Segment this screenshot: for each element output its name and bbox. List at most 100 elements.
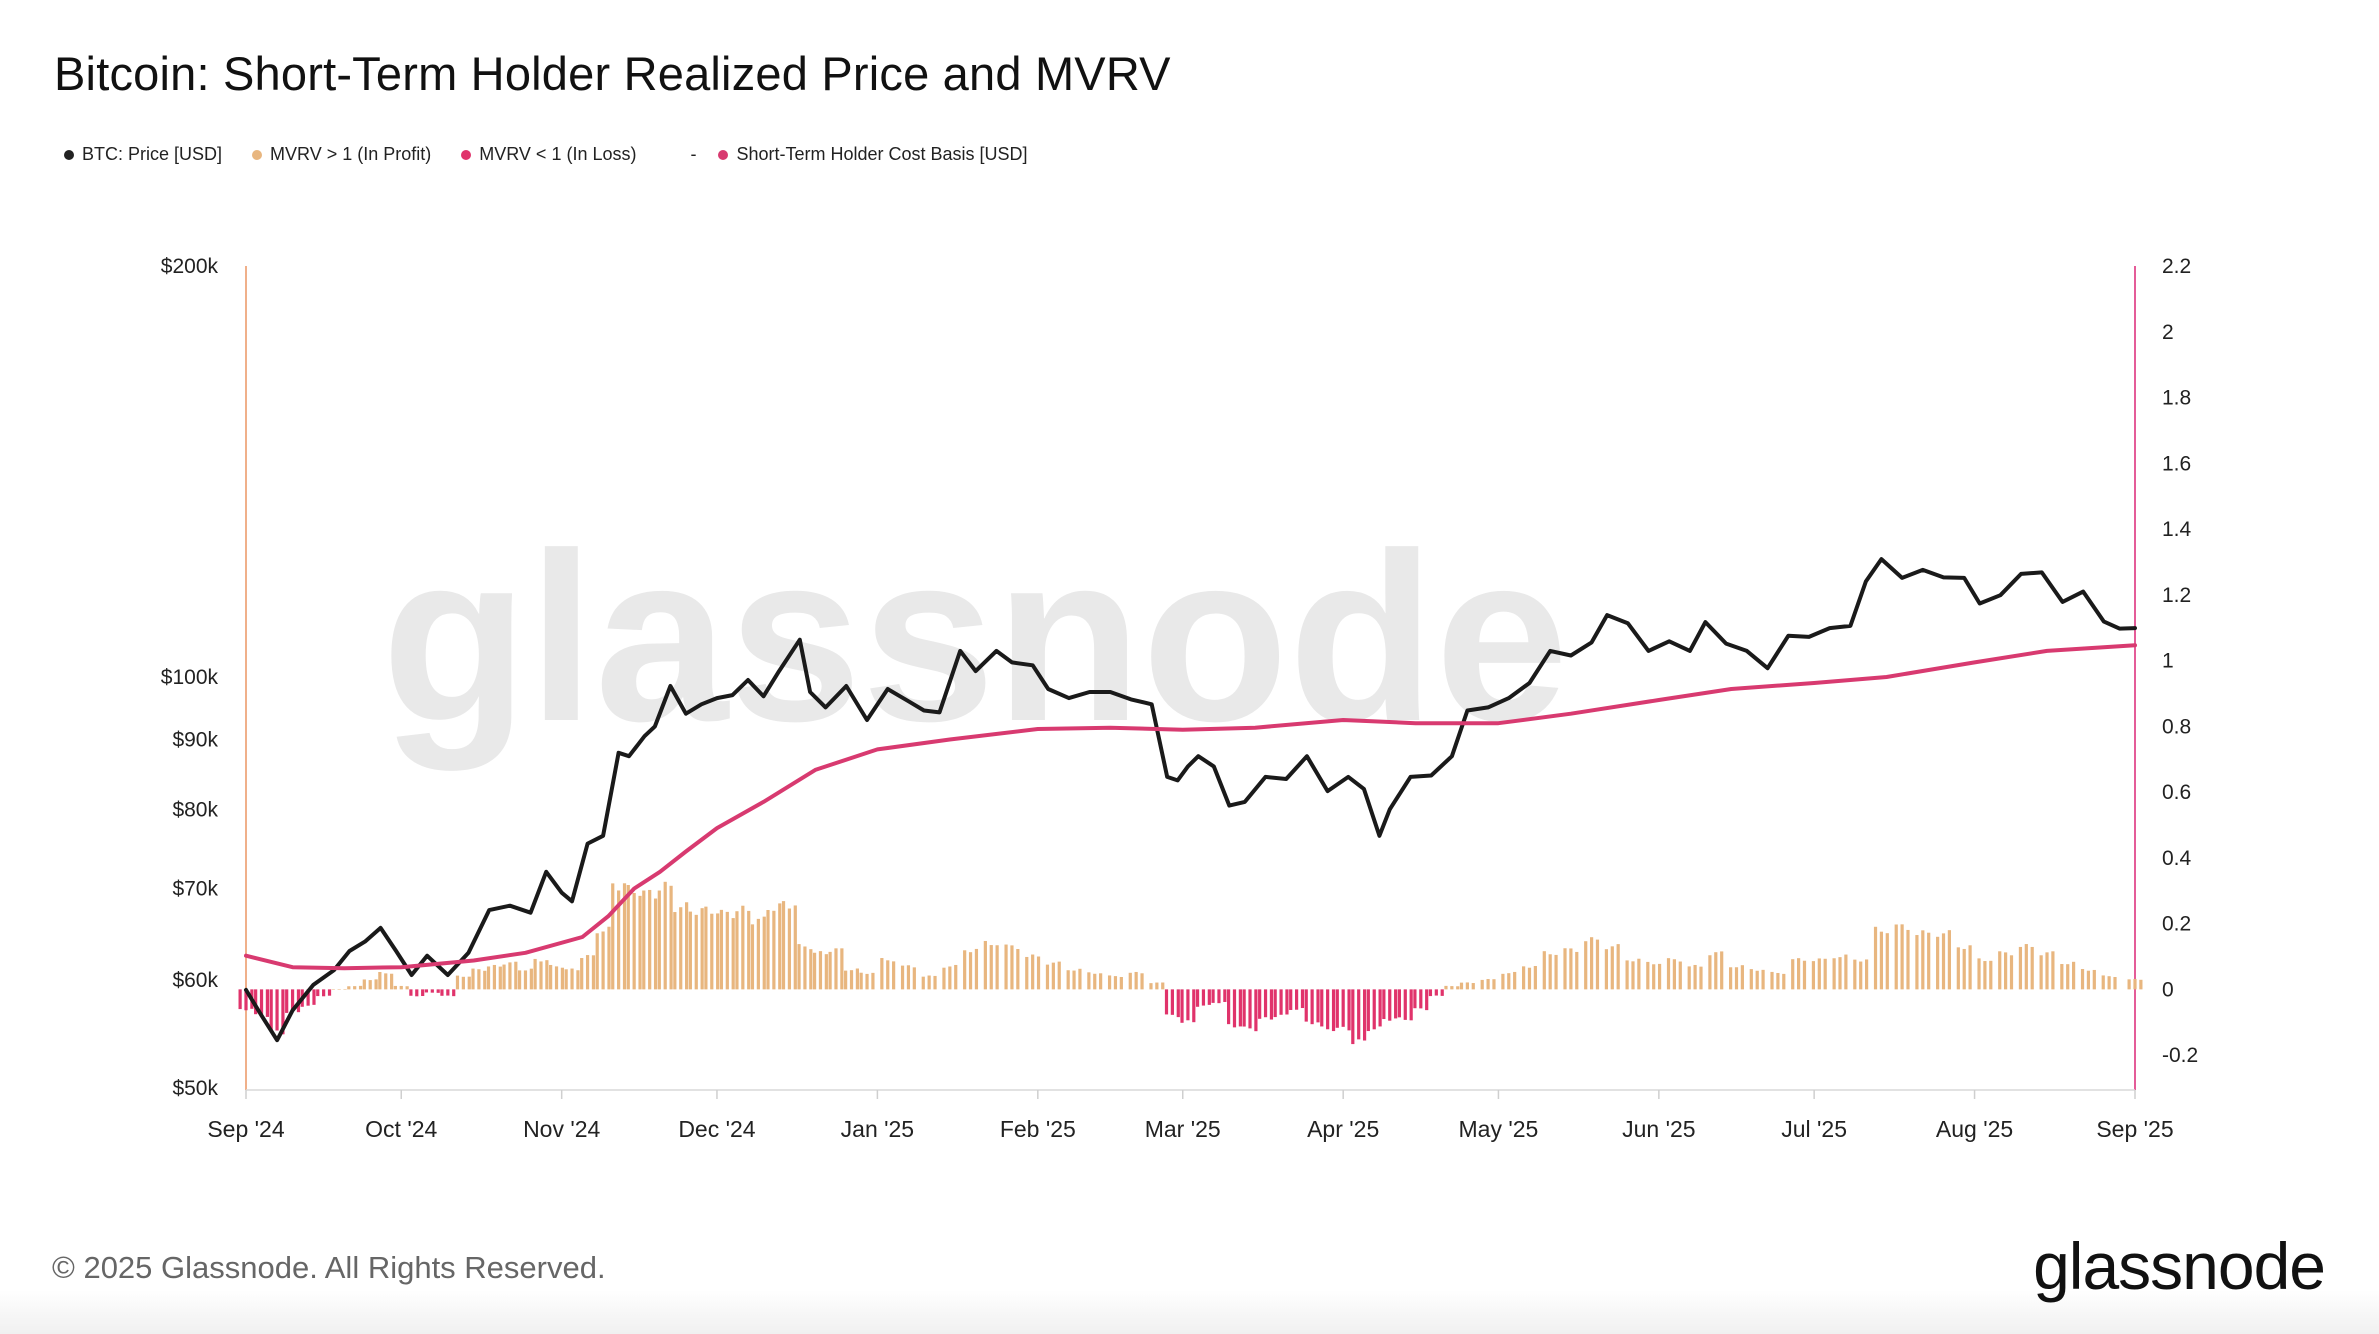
mvrv-bar xyxy=(290,989,295,1012)
mvrv-bar xyxy=(2086,970,2091,990)
mvrv-bar xyxy=(1279,989,1283,1015)
mvrv-bar xyxy=(844,970,848,990)
mvrv-bar xyxy=(840,948,844,990)
mvrv-bar xyxy=(731,918,735,990)
mvrv-bar xyxy=(1238,989,1242,1027)
mvrv-bar xyxy=(989,945,993,990)
x-tick-label: Jun '25 xyxy=(1622,1116,1695,1142)
mvrv-bar xyxy=(452,989,456,997)
mvrv-bar xyxy=(1936,936,1940,990)
mvrv-bar xyxy=(560,967,565,990)
mvrv-bar xyxy=(1844,954,1848,990)
legend-item-btc-price[interactable]: BTC: Price [USD] xyxy=(64,144,222,165)
y-right-tick-label: 1.8 xyxy=(2162,387,2191,410)
legend-item-sth-cost-basis[interactable]: Short-Term Holder Cost Basis [USD] xyxy=(718,144,1028,165)
mvrv-bar xyxy=(353,986,357,990)
mvrv-bar xyxy=(1263,989,1268,1018)
mvrv-bar xyxy=(2066,964,2070,990)
mvrv-bar xyxy=(1409,989,1413,1021)
mvrv-bar xyxy=(812,952,817,990)
mvrv-bar xyxy=(865,973,869,990)
mvrv-bar xyxy=(2051,951,2055,990)
mvrv-bar xyxy=(694,914,698,990)
mvrv-bar xyxy=(1616,944,1620,990)
mvrv-bar xyxy=(1879,931,1884,990)
mvrv-bar xyxy=(1770,971,1774,990)
mvrv-bar xyxy=(1258,989,1262,1019)
mvrv-bar xyxy=(1217,989,1221,1004)
mvrv-bar xyxy=(1575,951,1579,990)
mvrv-bar xyxy=(1113,976,1118,990)
mvrv-bar xyxy=(517,970,522,990)
y-right-tick-label: -0.2 xyxy=(2162,1044,2198,1067)
mvrv-bar xyxy=(1341,989,1345,1027)
mvrv-bar xyxy=(1010,945,1014,990)
mvrv-bar xyxy=(461,976,465,990)
mvrv-bar xyxy=(756,918,760,990)
mvrv-bar xyxy=(1394,989,1398,1019)
mvrv-bar xyxy=(1501,973,1505,990)
mvrv-bar xyxy=(424,989,429,993)
mvrv-bar xyxy=(1066,970,1070,990)
mvrv-bar xyxy=(632,892,636,990)
mvrv-bar xyxy=(477,969,481,990)
mvrv-bar xyxy=(390,973,394,990)
mvrv-bar xyxy=(576,970,580,990)
legend-item-mvrv-profit[interactable]: MVRV > 1 (In Profit) xyxy=(252,144,431,165)
mvrv-bar xyxy=(1192,989,1196,1023)
mvrv-bar xyxy=(855,968,859,990)
mvrv-bar xyxy=(892,961,896,990)
mvrv-bar xyxy=(1161,982,1165,990)
mvrv-bar xyxy=(265,989,270,1017)
mvrv-bar xyxy=(1921,930,1925,990)
mvrv-bar xyxy=(1968,945,1972,990)
watermark: glassnode xyxy=(382,503,1569,771)
mvrv-bar xyxy=(1832,958,1836,990)
mvrv-bar xyxy=(580,958,584,990)
mvrv-bar xyxy=(793,905,797,990)
mvrv-bar xyxy=(1631,961,1635,990)
mvrv-bar xyxy=(436,989,440,993)
legend-item-mvrv-loss[interactable]: MVRV < 1 (In Loss) xyxy=(461,144,636,165)
mvrv-bar xyxy=(921,976,925,990)
mvrv-bar xyxy=(312,989,316,1005)
x-tick-label: Jul '25 xyxy=(1781,1116,1847,1142)
mvrv-bar xyxy=(1269,989,1274,1020)
mvrv-bar xyxy=(409,989,413,996)
mvrv-bar xyxy=(859,972,863,990)
mvrv-bar xyxy=(1227,989,1231,1025)
mvrv-bar xyxy=(254,989,258,1015)
mvrv-bar xyxy=(244,989,248,1011)
mvrv-bar xyxy=(322,989,326,997)
mvrv-bar xyxy=(1873,926,1878,990)
y-left-tick-label: $80k xyxy=(172,798,218,821)
mvrv-bar xyxy=(1548,954,1552,990)
mvrv-bar xyxy=(523,970,528,990)
mvrv-bar xyxy=(368,980,372,990)
mvrv-bar xyxy=(2107,976,2111,990)
mvrv-bar xyxy=(1099,973,1103,990)
brand-logo[interactable]: glassnode xyxy=(2033,1229,2326,1303)
mvrv-bar xyxy=(486,966,491,990)
legend-dot-icon xyxy=(461,149,472,160)
mvrv-bar xyxy=(1977,958,1981,990)
mvrv-bar xyxy=(2113,976,2117,990)
mvrv-bar xyxy=(1817,958,1821,990)
mvrv-bar xyxy=(1589,937,1594,990)
x-tick-label: May '25 xyxy=(1459,1116,1539,1142)
mvrv-bar xyxy=(1776,972,1780,990)
mvrv-bar xyxy=(1057,961,1061,990)
mvrv-bar xyxy=(1357,989,1361,1040)
mvrv-bar xyxy=(1729,967,1733,990)
mvrv-bar xyxy=(1998,951,2002,990)
mvrv-bar xyxy=(529,968,533,990)
mvrv-bar xyxy=(1513,971,1517,990)
mvrv-bar xyxy=(1176,989,1180,1018)
mvrv-bar xyxy=(688,911,692,990)
mvrv-bar xyxy=(1625,960,1629,990)
mvrv-bar xyxy=(1823,958,1827,990)
mvrv-bar xyxy=(1403,989,1407,1020)
mvrv-bar xyxy=(2133,978,2137,990)
mvrv-bar xyxy=(585,955,590,990)
mvrv-bar xyxy=(316,989,320,997)
